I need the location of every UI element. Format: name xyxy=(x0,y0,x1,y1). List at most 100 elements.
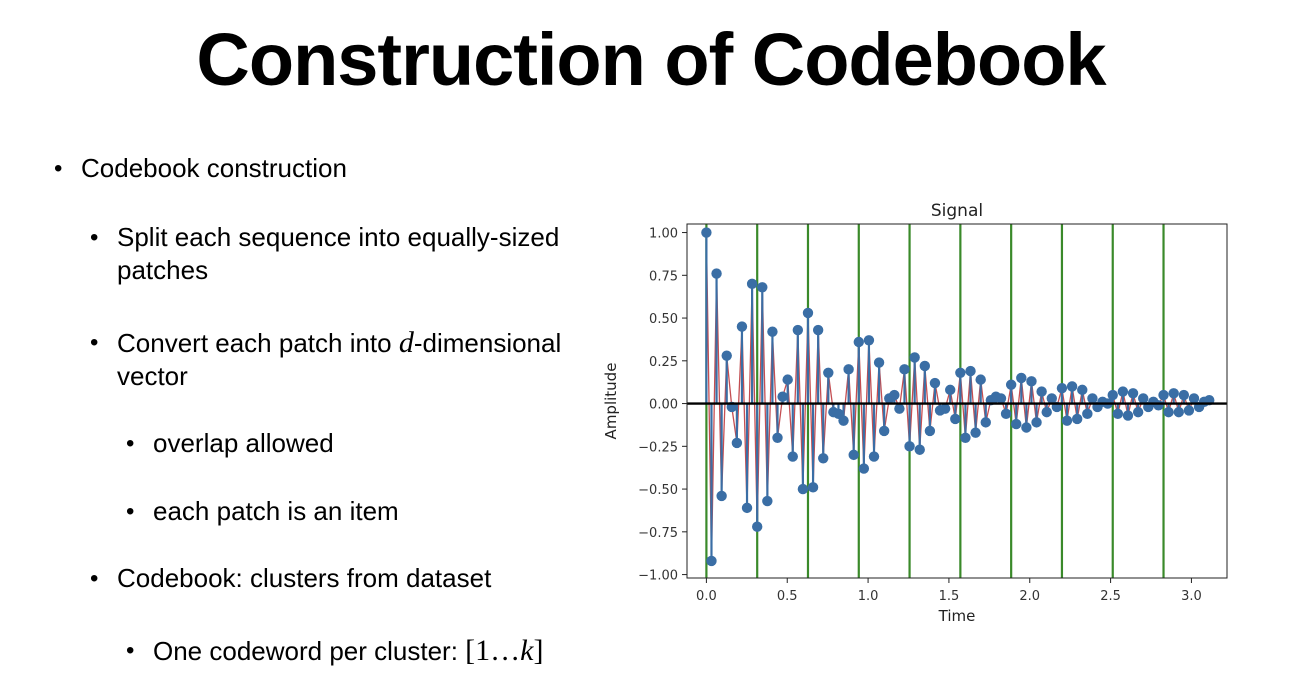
data-point xyxy=(701,227,712,238)
data-point xyxy=(1077,384,1088,396)
y-tick-label: 0.50 xyxy=(649,312,678,327)
y-tick-label: 0.00 xyxy=(649,398,678,413)
data-point xyxy=(970,427,981,438)
data-point xyxy=(823,367,834,378)
y-tick-label: −0.50 xyxy=(638,483,678,498)
data-point xyxy=(1153,400,1164,411)
y-tick-label: −0.25 xyxy=(638,440,678,455)
data-point xyxy=(945,384,956,396)
bullet-dot: • xyxy=(54,155,63,182)
data-point xyxy=(1005,379,1017,390)
bullet-text: Split each sequence into equally-sized p… xyxy=(117,222,560,285)
data-point xyxy=(1056,382,1068,394)
bullet-text: Codebook construction xyxy=(81,153,347,183)
data-point xyxy=(1127,388,1139,399)
bullet-dot: • xyxy=(126,498,135,525)
data-point xyxy=(731,437,743,449)
x-tick-label: 3.0 xyxy=(1181,589,1202,604)
bullet-split-sequence: • Split each sequence into equally-sized… xyxy=(90,221,607,287)
bullet-dot: • xyxy=(126,637,135,664)
data-point xyxy=(711,268,722,279)
x-tick-label: 1.0 xyxy=(858,589,879,604)
math-range-open: [1… xyxy=(465,634,521,667)
data-point xyxy=(752,521,763,532)
data-point xyxy=(965,365,976,377)
data-point xyxy=(1117,386,1129,397)
bullet-codebook-construction: • Codebook construction xyxy=(54,152,581,185)
bullet-dot: • xyxy=(90,329,99,356)
data-point xyxy=(904,441,915,452)
data-point xyxy=(741,502,753,514)
data-point xyxy=(889,389,900,401)
y-tick-label: −1.00 xyxy=(638,569,678,584)
bullet-patch-item: • each patch is an item xyxy=(126,495,583,528)
y-axis-label: Amplitude xyxy=(602,363,620,440)
x-tick-label: 2.0 xyxy=(1019,589,1040,604)
data-point xyxy=(853,336,864,348)
data-point xyxy=(1011,418,1022,430)
bullet-text: overlap allowed xyxy=(153,428,334,458)
x-axis-label: Time xyxy=(938,607,976,625)
y-tick-label: 0.75 xyxy=(649,269,678,284)
data-point xyxy=(807,482,819,493)
data-point xyxy=(939,403,951,414)
data-point xyxy=(716,490,727,502)
data-point xyxy=(777,391,788,402)
data-point xyxy=(950,413,961,425)
data-point xyxy=(802,307,814,319)
data-point xyxy=(899,364,910,375)
signal-chart: Signal 0.0 0.5 1.0 1.5 2.0 2.5 3.0 1.00 0.75 0.50 0… xyxy=(602,201,1228,625)
bullet-text-post: -dimensional vector xyxy=(117,328,562,391)
data-point xyxy=(1071,413,1083,425)
data-point xyxy=(1082,408,1093,420)
data-point xyxy=(706,555,717,567)
data-point xyxy=(873,357,885,368)
data-point xyxy=(767,326,778,337)
plot-frame xyxy=(686,223,1228,579)
data-point xyxy=(721,350,732,361)
data-point xyxy=(757,282,768,293)
data-point xyxy=(1122,410,1134,421)
data-point xyxy=(812,324,824,336)
data-point xyxy=(1132,406,1144,418)
data-point xyxy=(746,278,758,290)
data-point xyxy=(1000,408,1012,420)
math-range-close: ] xyxy=(533,634,544,667)
data-point xyxy=(919,360,931,372)
data-point xyxy=(960,432,971,443)
data-point xyxy=(1066,381,1078,392)
data-point xyxy=(1041,406,1052,418)
math-variable-d: d xyxy=(398,326,414,359)
chart-title: Signal xyxy=(931,201,983,221)
data-point xyxy=(1138,393,1149,404)
data-point xyxy=(1158,389,1169,401)
data-point xyxy=(894,403,905,414)
data-point xyxy=(787,451,798,462)
data-point xyxy=(863,335,875,346)
data-point xyxy=(1112,408,1124,420)
data-point xyxy=(955,367,966,378)
data-point xyxy=(838,415,849,426)
bullet-dot: • xyxy=(90,224,99,251)
data-point xyxy=(772,432,783,443)
data-point xyxy=(1036,386,1047,397)
data-point xyxy=(1107,389,1118,401)
bullet-text: One codeword per cluster: xyxy=(153,636,466,666)
data-point xyxy=(914,444,925,455)
data-point xyxy=(858,463,870,474)
x-tick-label: 0.0 xyxy=(696,589,717,604)
data-point xyxy=(868,451,880,462)
bullet-codebook-clusters: • Codebook: clusters from dataset xyxy=(90,562,597,595)
data-point xyxy=(782,374,793,385)
data-point xyxy=(1031,417,1042,428)
data-point xyxy=(929,377,941,389)
data-point xyxy=(1021,422,1032,433)
data-point xyxy=(843,364,854,375)
data-point xyxy=(797,483,809,495)
bullet-text: Codebook: clusters from dataset xyxy=(117,563,492,593)
data-point xyxy=(1188,393,1200,404)
bullet-convert-patch: • Convert each patch into d-dimensional … xyxy=(90,326,617,393)
data-point xyxy=(762,495,773,507)
data-point xyxy=(924,425,936,437)
slide-title: Construction of Codebook xyxy=(196,18,1106,101)
